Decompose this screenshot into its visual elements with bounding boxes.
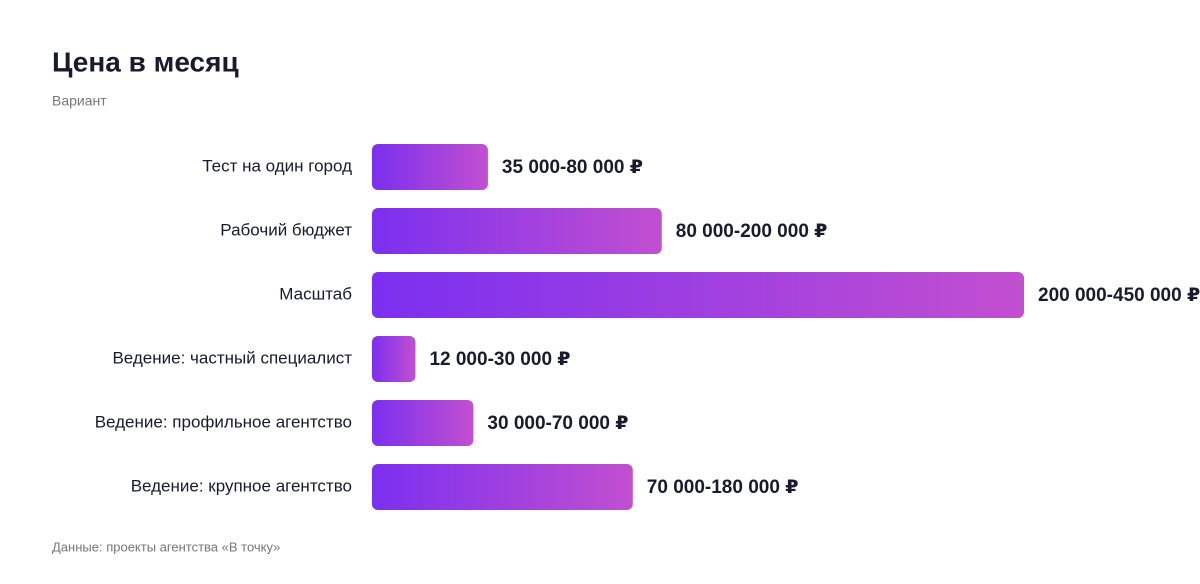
category-label: Тест на один город [202, 156, 352, 175]
category-label: Ведение: частный специалист [112, 348, 352, 367]
bar [372, 464, 633, 510]
value-label: 70 000-180 000 ₽ [647, 477, 799, 498]
bar [372, 144, 488, 190]
bar [372, 336, 416, 382]
bar [372, 208, 662, 254]
bar [372, 272, 1024, 318]
category-label: Масштаб [279, 284, 352, 303]
chart-title: Цена в месяц [52, 46, 239, 77]
category-label: Ведение: крупное агентство [131, 476, 352, 495]
category-label: Ведение: профильное агентство [95, 412, 352, 431]
value-label: 30 000-70 000 ₽ [487, 413, 628, 434]
value-label: 80 000-200 000 ₽ [676, 221, 828, 242]
source-note: Данные: проекты агентства «В точку» [52, 539, 280, 554]
bar [372, 400, 474, 446]
category-label: Рабочий бюджет [220, 220, 352, 239]
chart-subtitle: Вариант [52, 93, 107, 109]
value-label: 200 000-450 000 ₽ [1038, 285, 1200, 306]
value-label: 12 000-30 000 ₽ [429, 349, 570, 370]
value-label: 35 000-80 000 ₽ [502, 157, 643, 178]
